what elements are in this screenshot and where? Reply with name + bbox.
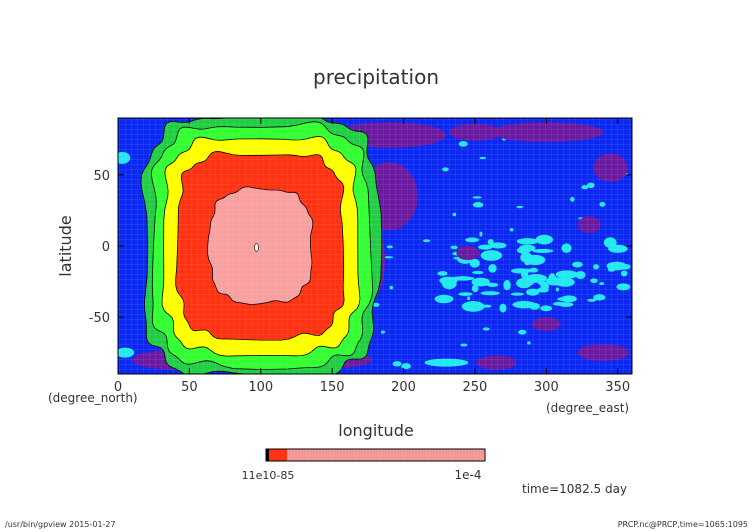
colorbar-left-labels: 11e10-85	[242, 469, 295, 482]
x-axis: 0 50 100 150 200 250 300 350	[114, 118, 630, 395]
colorbar-frame	[265, 448, 486, 462]
footer-left: /usr/bin/gpview 2015-01-27	[5, 520, 116, 529]
x-tick-label: 50	[181, 380, 198, 395]
colorbar-dark-segment	[266, 449, 269, 461]
plot-area	[118, 118, 632, 374]
time-label: time=1082.5 day	[522, 482, 627, 496]
x-unit-label: (degree_east)	[546, 401, 629, 415]
colorbar-grid	[289, 449, 483, 461]
y-unit-label: (degree_north)	[48, 391, 138, 405]
x-tick-label: 100	[248, 380, 273, 395]
x-tick-label: 350	[605, 380, 630, 395]
x-tick-label: 150	[320, 380, 345, 395]
colorbar-red-segment	[269, 449, 287, 461]
x-tick-label: 300	[534, 380, 559, 395]
colorbar-max-label: 1e-4	[455, 468, 482, 482]
x-tick-label: 250	[463, 380, 488, 395]
y-tick-label: -50	[89, 311, 110, 326]
grid-overlay	[118, 118, 632, 374]
y-tick-label: 50	[93, 169, 110, 184]
y-axis: -50 0 50	[89, 169, 632, 326]
footer-right: PRCP.nc@PRCP,time=1065:1095	[618, 520, 748, 529]
x-tick-label: 0	[114, 380, 122, 395]
y-tick-label: 0	[102, 240, 110, 255]
chart-title: precipitation	[313, 65, 439, 89]
x-tick-label: 200	[391, 380, 416, 395]
y-axis-label: latitude	[56, 215, 75, 276]
x-axis-label: longitude	[338, 421, 413, 440]
colorbar: 11e10-85 1e-4	[242, 448, 486, 482]
